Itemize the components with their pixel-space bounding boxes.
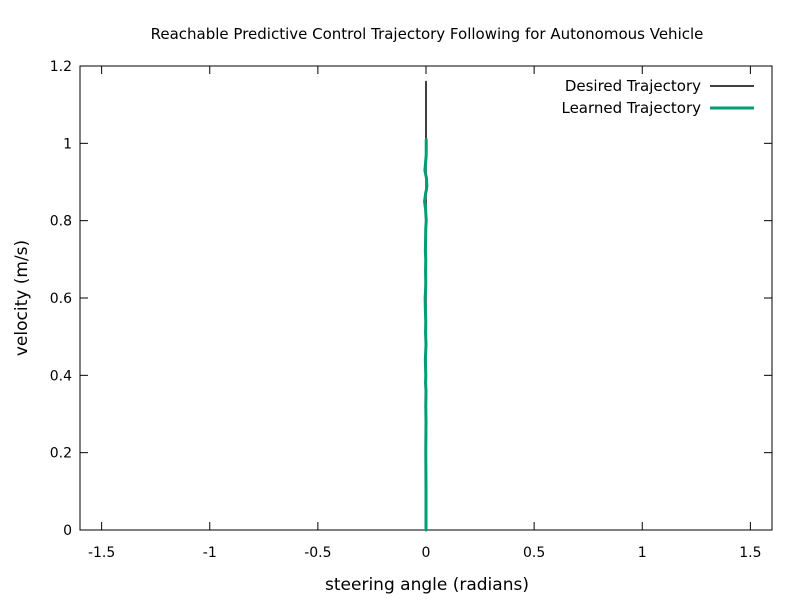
x-tick-label: 1.5 [739,545,761,561]
x-tick-label: 0.5 [523,545,545,561]
x-axis-label: steering angle (radians) [325,575,529,595]
learned-trajectory-line [422,137,429,532]
y-axis-label: velocity (m/s) [12,240,32,356]
y-tick-label: 0.4 [50,368,72,384]
chart-title: Reachable Predictive Control Trajectory … [151,25,704,43]
x-tick-label: 1 [638,545,647,561]
y-tick-label: 1 [63,136,72,152]
x-tick-label: -0.5 [304,545,331,561]
y-tick-label: 0 [63,523,72,539]
y-tick-label: 0.2 [50,446,72,462]
ticks: -1.5 -1 -0.5 0 0.5 1 1.5 0 0.2 0.4 0.6 0.8 1 1.2 [50,59,772,561]
y-tick-label: 1.2 [50,59,72,75]
legend-label: Desired Trajectory [565,77,701,95]
y-tick-label: 0.6 [50,291,72,307]
legend-label: Learned Trajectory [561,99,701,117]
x-tick-label: -1 [203,545,217,561]
y-tick-label: 0.8 [50,214,72,230]
series-group [422,80,429,532]
legend: Desired Trajectory Learned Trajectory [561,77,754,117]
x-tick-label: -1.5 [88,545,115,561]
x-tick-label: 0 [422,545,431,561]
